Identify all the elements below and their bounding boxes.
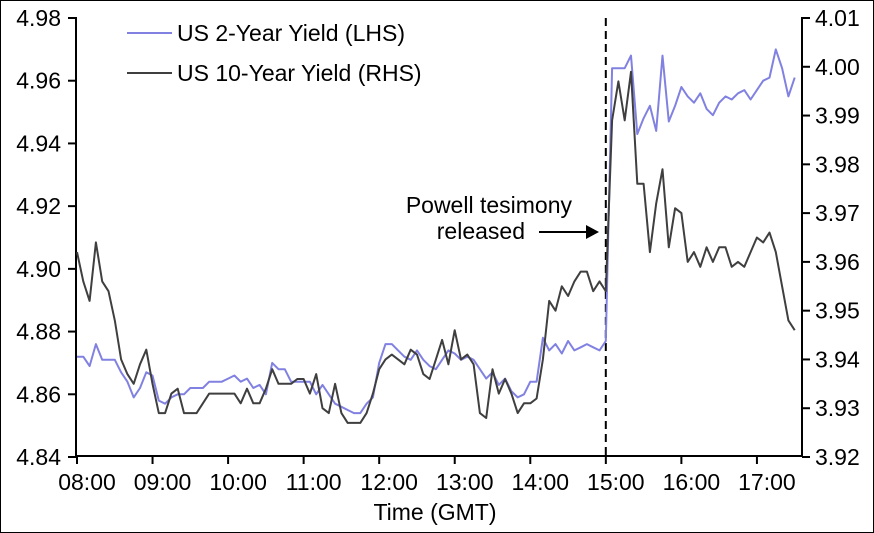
left-axis-tick-label: 4.92 xyxy=(16,193,61,219)
left-axis-tick-label: 4.84 xyxy=(16,444,61,470)
right-axis-tick-label: 3.98 xyxy=(815,151,860,177)
left-axis-tick-label: 4.94 xyxy=(16,130,61,156)
x-axis-ticks: 08:00 09:00 10:00 11:00 12:00 13:00 14:00 15:00… xyxy=(58,456,796,495)
legend-line-10y-icon xyxy=(127,72,172,74)
legend-label-10y: US 10-Year Yield (RHS) xyxy=(177,59,422,86)
us-2y-yield-line xyxy=(77,48,796,415)
event-annotation-line2: released xyxy=(436,218,525,244)
left-axis-tick-label: 4.88 xyxy=(16,319,61,345)
annotation-arrow-head xyxy=(586,225,599,239)
x-axis-tick-label: 09:00 xyxy=(134,469,192,495)
x-axis-tick-label: 14:00 xyxy=(512,469,570,495)
legend-item-10y: US 10-Year Yield (RHS) xyxy=(127,53,422,93)
right-axis-tick-label: 3.97 xyxy=(815,200,860,226)
us-10y-yield-line xyxy=(76,70,796,424)
right-axis-tick-label: 3.92 xyxy=(815,444,860,470)
right-axis-tick-label: 3.99 xyxy=(815,103,860,129)
legend-item-2y: US 2-Year Yield (LHS) xyxy=(127,13,422,53)
left-axis-tick-label: 4.86 xyxy=(16,381,61,407)
left-axis-tick-label: 4.98 xyxy=(16,5,61,31)
x-axis-tick-label: 13:00 xyxy=(436,469,494,495)
event-annotation: Powell tesimony released xyxy=(341,192,572,244)
right-axis-ticks: 3.92 3.93 3.94 3.95 3.96 3.97 3.98 3.99 4.00 4.01 xyxy=(802,5,860,470)
x-axis-tick-label: 17:00 xyxy=(738,469,796,495)
right-axis-tick-label: 3.94 xyxy=(815,346,860,372)
right-axis-tick-label: 4.00 xyxy=(815,54,860,80)
x-axis-tick-label: 08:00 xyxy=(58,469,116,495)
x-axis-tick-label: 15:00 xyxy=(587,469,645,495)
x-axis-tick-label: 11:00 xyxy=(286,469,342,495)
right-axis-tick-label: 3.95 xyxy=(815,298,860,324)
x-axis-tick-label: 10:00 xyxy=(209,469,267,495)
legend-label-2y: US 2-Year Yield (LHS) xyxy=(177,19,405,46)
left-axis-tick-label: 4.90 xyxy=(16,256,61,282)
legend-line-2y-icon xyxy=(127,32,172,34)
left-axis-tick-label: 4.96 xyxy=(16,68,61,94)
chart-legend: US 2-Year Yield (LHS) US 10-Year Yield (… xyxy=(127,13,422,93)
right-axis-tick-label: 3.93 xyxy=(815,395,860,421)
x-axis-tick-label: 16:00 xyxy=(663,469,721,495)
right-axis-tick-label: 4.01 xyxy=(815,5,860,31)
right-axis-tick-label: 3.96 xyxy=(815,249,860,275)
left-axis-ticks: 4.84 4.86 4.88 4.90 4.92 4.94 4.96 4.98 xyxy=(16,5,76,470)
x-axis-tick-label: 12:00 xyxy=(360,469,418,495)
event-annotation-line1: Powell tesimony xyxy=(405,192,572,218)
x-axis-title: Time (GMT) xyxy=(373,499,496,525)
